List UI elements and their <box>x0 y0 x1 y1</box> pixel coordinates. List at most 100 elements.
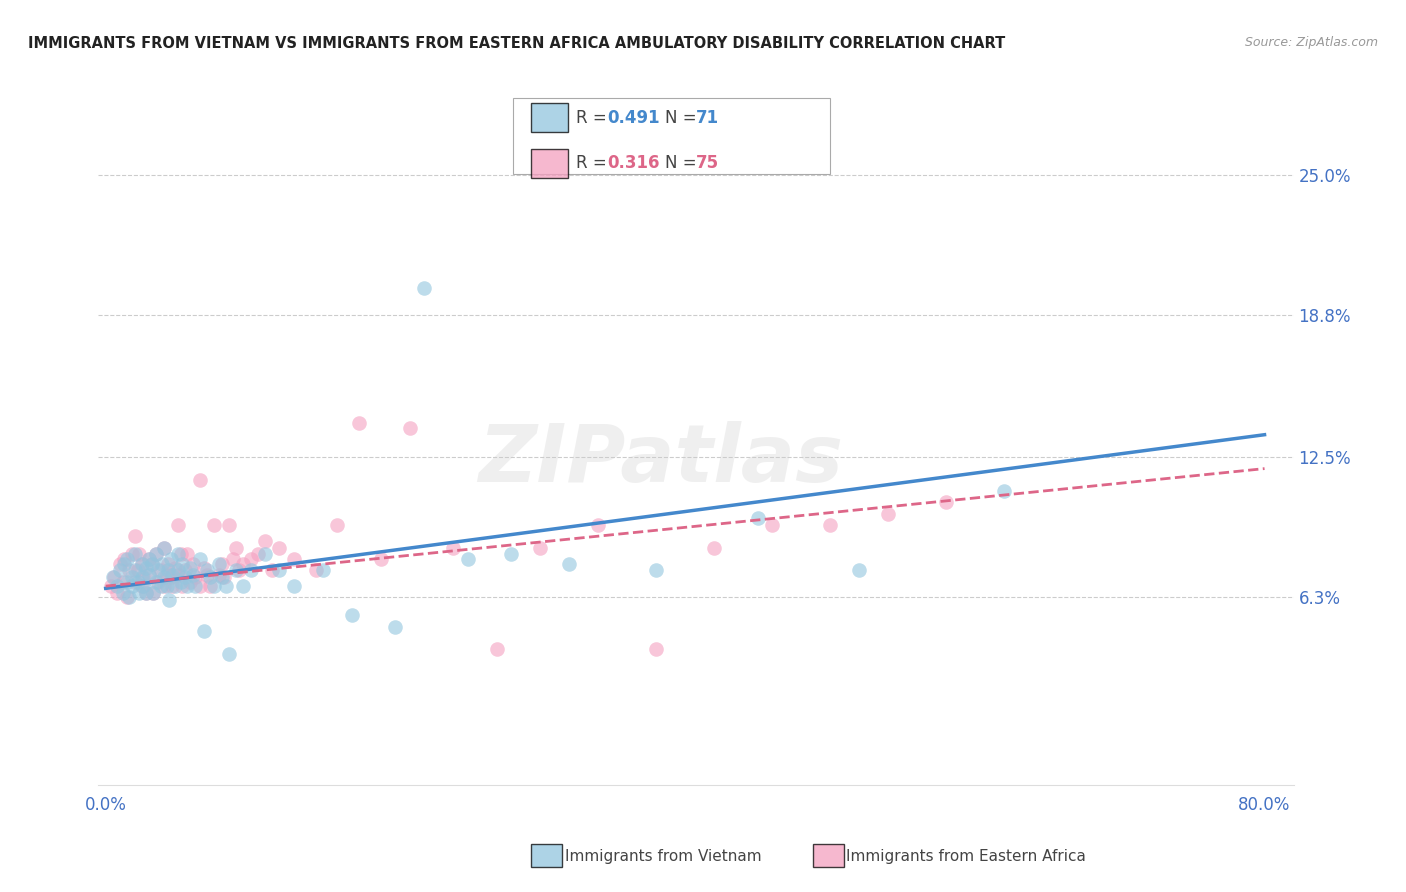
Point <box>152 541 174 555</box>
Point <box>117 574 139 589</box>
Point <box>162 567 184 582</box>
Point <box>184 570 207 584</box>
Point <box>202 579 225 593</box>
Point <box>198 570 221 584</box>
Point <box>747 511 769 525</box>
Point <box>155 579 177 593</box>
Point <box>167 563 190 577</box>
Point <box>112 586 135 600</box>
Point <box>121 570 143 584</box>
Point <box>124 529 146 543</box>
Point <box>152 570 174 584</box>
Point <box>101 570 124 584</box>
Point <box>152 541 174 555</box>
Point <box>179 574 201 589</box>
Point <box>138 552 160 566</box>
Point <box>124 548 146 562</box>
Point <box>170 548 193 562</box>
Point <box>156 563 179 577</box>
Point <box>160 570 183 584</box>
Point <box>138 567 160 582</box>
Point <box>441 541 464 555</box>
Point <box>117 591 139 605</box>
Point <box>117 552 139 566</box>
Point <box>586 518 609 533</box>
Point <box>160 552 183 566</box>
Point <box>993 484 1015 499</box>
Point <box>253 548 276 562</box>
Point <box>121 579 143 593</box>
Point <box>167 548 190 562</box>
Point <box>131 579 153 593</box>
Point <box>135 586 157 600</box>
Point <box>152 579 174 593</box>
Point <box>100 579 122 593</box>
Point <box>172 579 194 593</box>
Point <box>818 518 841 533</box>
Point <box>150 557 173 571</box>
Point <box>218 647 240 661</box>
Point <box>124 563 146 577</box>
Point <box>174 563 197 577</box>
Point <box>225 541 247 555</box>
Point <box>703 541 725 555</box>
Text: N =: N = <box>665 154 702 172</box>
Point <box>399 421 422 435</box>
Point <box>165 579 187 593</box>
Point <box>162 579 184 593</box>
Point <box>174 570 197 584</box>
Text: N =: N = <box>665 109 702 127</box>
Point <box>193 624 215 639</box>
Text: R =: R = <box>576 154 613 172</box>
Text: 75: 75 <box>696 154 718 172</box>
Point <box>155 567 177 582</box>
Point <box>208 557 231 571</box>
Point <box>305 563 328 577</box>
Point <box>215 579 238 593</box>
Point <box>145 574 167 589</box>
Point <box>145 548 167 562</box>
Point <box>214 570 236 584</box>
Point <box>142 586 165 600</box>
Point <box>131 557 153 571</box>
Point <box>232 579 254 593</box>
Point <box>118 563 141 577</box>
Point <box>135 561 157 575</box>
Point <box>211 557 233 571</box>
Point <box>501 548 523 562</box>
Point <box>172 557 194 571</box>
Point <box>188 552 211 566</box>
Point <box>262 563 284 577</box>
Point <box>105 579 128 593</box>
Point <box>132 570 155 584</box>
Point <box>558 557 581 571</box>
Point <box>193 561 215 575</box>
Point <box>149 579 172 593</box>
Point <box>347 417 370 431</box>
Text: Immigrants from Vietnam: Immigrants from Vietnam <box>565 849 762 863</box>
Point <box>108 563 131 577</box>
Point <box>112 574 135 589</box>
Point <box>198 579 221 593</box>
Text: Immigrants from Eastern Africa: Immigrants from Eastern Africa <box>846 849 1087 863</box>
Point <box>312 563 335 577</box>
Point <box>225 563 247 577</box>
Point <box>485 642 508 657</box>
Point <box>370 552 392 566</box>
Point <box>141 557 163 571</box>
Point <box>457 552 479 566</box>
Text: ZIPatlas: ZIPatlas <box>478 420 842 499</box>
Point <box>202 518 225 533</box>
Point <box>128 586 150 600</box>
Text: IMMIGRANTS FROM VIETNAM VS IMMIGRANTS FROM EASTERN AFRICA AMBULATORY DISABILITY : IMMIGRANTS FROM VIETNAM VS IMMIGRANTS FR… <box>28 36 1005 51</box>
Point <box>118 591 141 605</box>
Point <box>138 552 160 566</box>
Point <box>157 592 180 607</box>
Point <box>108 557 131 571</box>
Point <box>105 586 128 600</box>
Point <box>877 507 900 521</box>
Point <box>283 579 305 593</box>
Point <box>141 557 163 571</box>
Point <box>761 518 783 533</box>
Point <box>218 518 240 533</box>
